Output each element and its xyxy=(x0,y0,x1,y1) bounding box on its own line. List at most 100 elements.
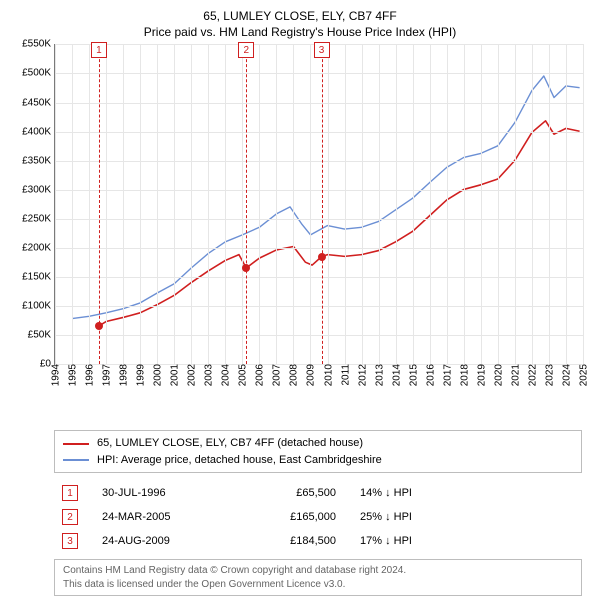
gridline-h xyxy=(55,190,583,191)
x-tick-label: 1999 xyxy=(134,364,147,386)
event-row: 324-AUG-2009£184,50017% ↓ HPI xyxy=(54,529,582,553)
gridline-h xyxy=(55,73,583,74)
event-price: £184,500 xyxy=(246,535,336,547)
series-hpi xyxy=(72,76,580,319)
gridline-v xyxy=(447,44,448,364)
y-tick-label: £350K xyxy=(22,155,55,166)
gridline-v xyxy=(583,44,584,364)
gridline-v xyxy=(566,44,567,364)
x-tick-label: 2012 xyxy=(355,364,368,386)
x-tick-label: 2005 xyxy=(236,364,249,386)
gridline-v xyxy=(55,44,56,364)
gridline-v xyxy=(242,44,243,364)
gridline-h xyxy=(55,161,583,162)
gridline-v xyxy=(174,44,175,364)
event-marker-line xyxy=(99,44,100,364)
x-tick-label: 2020 xyxy=(491,364,504,386)
event-date: 24-MAR-2005 xyxy=(102,511,222,523)
x-tick-label: 2013 xyxy=(372,364,385,386)
event-diff: 14% ↓ HPI xyxy=(360,487,412,499)
x-tick-label: 2004 xyxy=(219,364,232,386)
x-tick-label: 2025 xyxy=(577,364,590,386)
gridline-h xyxy=(55,219,583,220)
event-marker-line xyxy=(246,44,247,364)
gridline-h xyxy=(55,132,583,133)
event-row: 1 30-JUL-1996 £65,500 14% ↓ HPI xyxy=(54,481,582,505)
y-tick-label: £250K xyxy=(22,213,55,224)
gridline-h xyxy=(55,306,583,307)
plot-region: £0£50K£100K£150K£200K£250K£300K£350K£400… xyxy=(54,44,583,365)
gridline-v xyxy=(413,44,414,364)
x-tick-label: 2015 xyxy=(406,364,419,386)
y-tick-label: £300K xyxy=(22,184,55,195)
event-id-badge: 1 xyxy=(62,485,78,501)
x-tick-label: 1996 xyxy=(83,364,96,386)
x-tick-label: 1995 xyxy=(66,364,79,386)
x-tick-label: 1998 xyxy=(117,364,130,386)
x-tick-label: 2018 xyxy=(457,364,470,386)
gridline-v xyxy=(157,44,158,364)
gridline-v xyxy=(208,44,209,364)
event-diff: 25% ↓ HPI xyxy=(360,511,412,523)
series-price_paid xyxy=(99,121,580,326)
legend-item: 65, LUMLEY CLOSE, ELY, CB7 4FF (detached… xyxy=(63,435,573,452)
gridline-v xyxy=(293,44,294,364)
gridline-h xyxy=(55,248,583,249)
gridline-v xyxy=(191,44,192,364)
event-date: 24-AUG-2009 xyxy=(102,535,222,547)
event-price: £65,500 xyxy=(246,487,336,499)
x-tick-label: 2001 xyxy=(168,364,181,386)
gridline-v xyxy=(276,44,277,364)
x-tick-label: 2008 xyxy=(287,364,300,386)
event-marker-line xyxy=(322,44,323,364)
gridline-h xyxy=(55,277,583,278)
legend-swatch xyxy=(63,459,89,461)
x-tick-label: 2014 xyxy=(389,364,402,386)
gridline-v xyxy=(498,44,499,364)
event-id-badge: 3 xyxy=(62,533,78,549)
chart-container: 65, LUMLEY CLOSE, ELY, CB7 4FF Price pai… xyxy=(0,0,600,590)
x-tick-label: 2002 xyxy=(185,364,198,386)
gridline-v xyxy=(259,44,260,364)
gridline-h xyxy=(55,103,583,104)
gridline-v xyxy=(345,44,346,364)
x-tick-label: 2017 xyxy=(440,364,453,386)
event-date: 30-JUL-1996 xyxy=(102,487,222,499)
gridline-v xyxy=(72,44,73,364)
x-tick-label: 2024 xyxy=(559,364,572,386)
event-marker-badge: 3 xyxy=(314,42,330,58)
x-tick-label: 2011 xyxy=(338,364,351,386)
y-tick-label: £500K xyxy=(22,68,55,79)
x-tick-label: 2023 xyxy=(542,364,555,386)
x-tick-label: 1997 xyxy=(100,364,113,386)
y-tick-label: £150K xyxy=(22,272,55,283)
y-tick-label: £550K xyxy=(22,39,55,50)
line-canvas xyxy=(55,44,583,364)
x-tick-label: 2016 xyxy=(423,364,436,386)
legend-label: 65, LUMLEY CLOSE, ELY, CB7 4FF (detached… xyxy=(97,435,363,452)
gridline-v xyxy=(481,44,482,364)
x-tick-label: 2022 xyxy=(525,364,538,386)
gridline-v xyxy=(532,44,533,364)
gridline-v xyxy=(328,44,329,364)
x-tick-label: 2009 xyxy=(304,364,317,386)
gridline-v xyxy=(515,44,516,364)
gridline-v xyxy=(396,44,397,364)
gridline-v xyxy=(89,44,90,364)
gridline-v xyxy=(464,44,465,364)
footnote-line: This data is licensed under the Open Gov… xyxy=(63,578,573,592)
y-tick-label: £400K xyxy=(22,126,55,137)
footnote-line: Contains HM Land Registry data © Crown c… xyxy=(63,564,573,578)
y-tick-label: £50K xyxy=(28,330,55,341)
x-tick-label: 2021 xyxy=(508,364,521,386)
y-tick-label: £100K xyxy=(22,301,55,312)
x-tick-label: 2000 xyxy=(151,364,164,386)
event-id-badge: 2 xyxy=(62,509,78,525)
x-tick-label: 2006 xyxy=(253,364,266,386)
gridline-v xyxy=(140,44,141,364)
events-table: 1 30-JUL-1996 £65,500 14% ↓ HPI 2 24-MAR-2005… xyxy=(54,481,582,553)
event-marker-dot xyxy=(318,253,326,261)
gridline-v xyxy=(379,44,380,364)
event-marker-badge: 2 xyxy=(238,42,254,58)
gridline-v xyxy=(225,44,226,364)
